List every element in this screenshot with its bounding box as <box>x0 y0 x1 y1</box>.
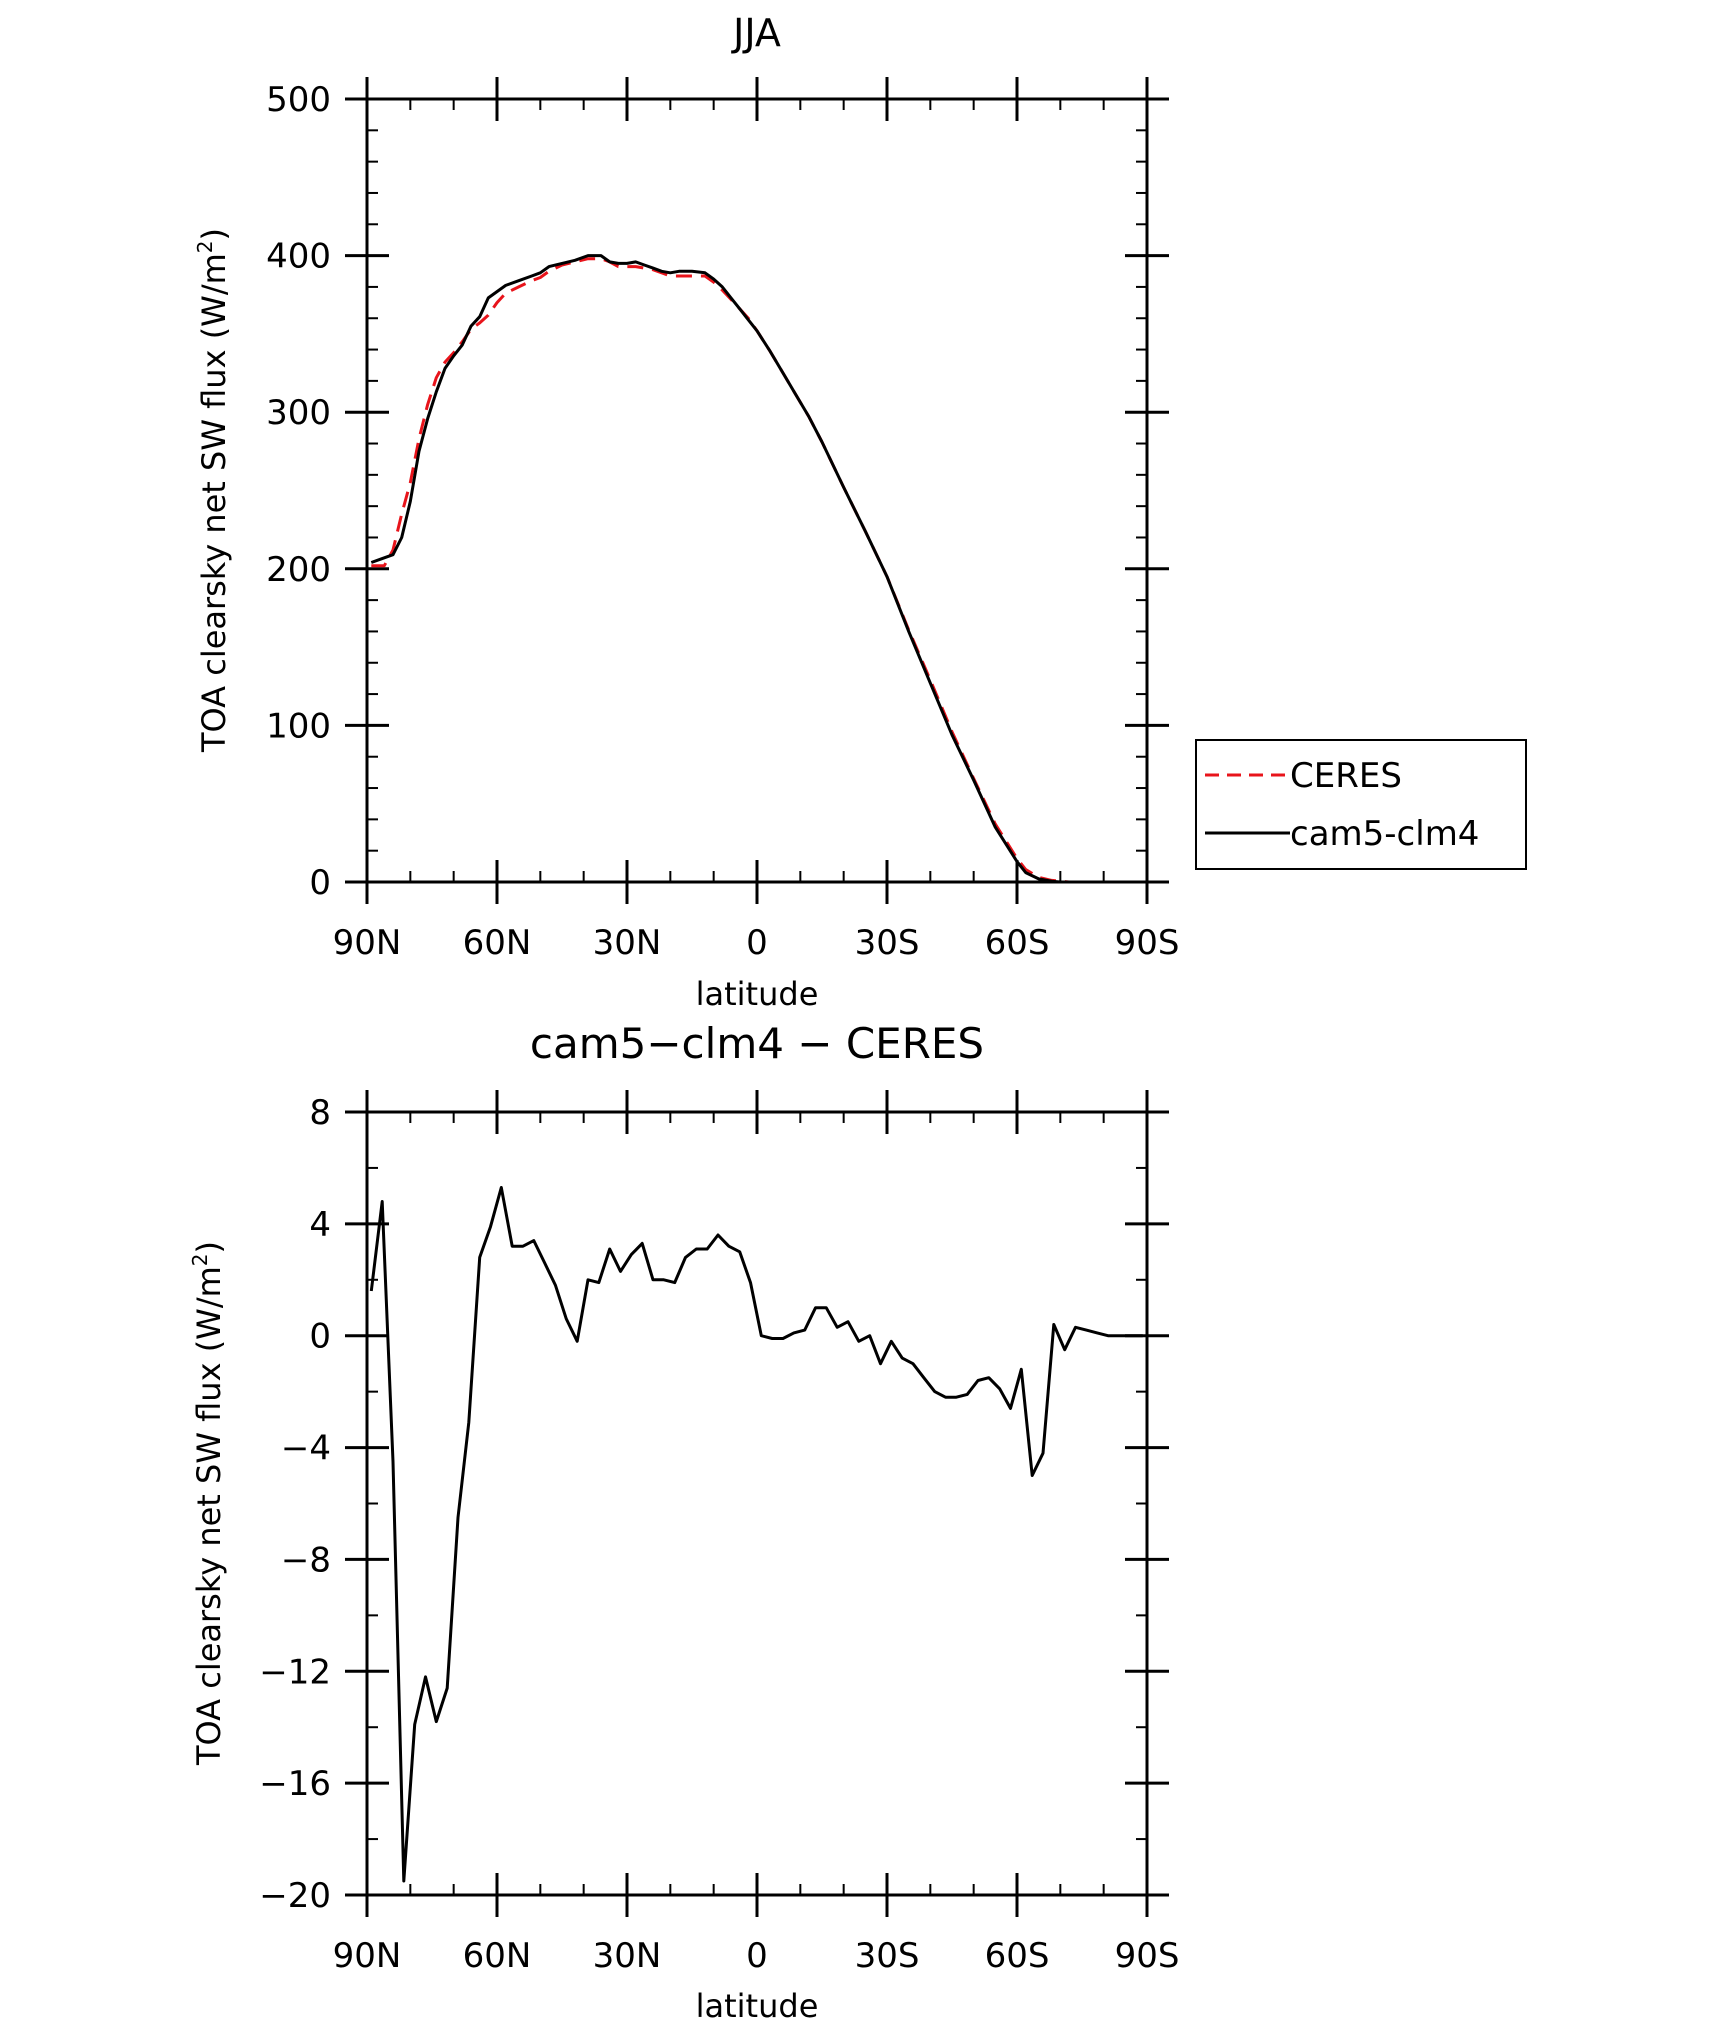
chart-1-y-tick-labels: 0 100 200 300 400 500 <box>266 80 331 903</box>
x-tick-label: 0 <box>746 1936 768 1976</box>
y-tick-label: 8 <box>309 1093 331 1133</box>
chart-1-x-tick-labels: 90N 60N 30N 0 30S 60S 90S <box>333 923 1180 963</box>
chart-2-series <box>369 1186 1143 1883</box>
y-tick-label: 100 <box>266 706 331 746</box>
chart-2-title: cam5−clm4 − CERES <box>530 1019 984 1068</box>
x-tick-label: 30S <box>855 1936 920 1976</box>
x-tick-label: 60N <box>463 1936 532 1976</box>
legend-ceres-label: CERES <box>1290 756 1402 796</box>
y-tick-label: 400 <box>266 237 331 277</box>
y-tick-label: 4 <box>309 1205 331 1245</box>
x-tick-label: 60N <box>463 923 532 963</box>
x-tick-label: 0 <box>746 923 768 963</box>
y-tick-label: 0 <box>309 863 331 903</box>
x-tick-label: 30S <box>855 923 920 963</box>
x-tick-label: 90N <box>333 923 402 963</box>
legend-box <box>1195 739 1527 870</box>
y-tick-label: 0 <box>309 1317 331 1357</box>
chart-1-series <box>370 254 1147 884</box>
chart-2-y-axis-label-sup: 2 <box>188 1253 212 1266</box>
y-tick-label: −8 <box>281 1540 331 1580</box>
chart-1-ticks <box>345 77 1169 904</box>
y-tick-label: 300 <box>266 393 331 433</box>
chart-1-y-axis-label: TOA clearsky net SW flux (W/m2) <box>193 228 233 753</box>
series-line-difference <box>369 1186 1143 1883</box>
chart-2-y-axis-label-main: TOA clearsky net SW flux (W/m <box>190 1266 228 1766</box>
legend-cam5-label: cam5-clm4 <box>1290 814 1479 854</box>
y-tick-label: −4 <box>281 1429 331 1469</box>
chart-2-y-axis-label: TOA clearsky net SW flux (W/m2) <box>188 1241 228 1766</box>
chart-2: 90N 60N 30N 0 30S 60S 90S −20 −16 −12 −8 −4 0 4 8 <box>259 1090 1179 1976</box>
chart-1-frame <box>365 97 1149 884</box>
x-tick-label: 90S <box>1115 1936 1180 1976</box>
chart-2-ticks <box>345 1090 1169 1917</box>
x-tick-label: 90N <box>333 1936 402 1976</box>
y-tick-label: −12 <box>259 1652 331 1692</box>
y-tick-label: −16 <box>259 1764 331 1804</box>
y-tick-label: −20 <box>259 1876 331 1916</box>
chart-1: 90N 60N 30N 0 30S 60S 90S 0 100 200 300 400 500 <box>266 77 1179 963</box>
chart-2-y-tick-labels: −20 −16 −12 −8 −4 0 4 8 <box>259 1093 331 1916</box>
chart-2-x-tick-labels: 90N 60N 30N 0 30S 60S 90S <box>333 1936 1180 1976</box>
series-line-cam5-clm4 <box>370 254 1147 884</box>
x-tick-label: 60S <box>985 923 1050 963</box>
series-line-ceres <box>371 257 1147 884</box>
y-tick-label: 500 <box>266 80 331 120</box>
chart-1-y-axis-label-close: ) <box>195 228 233 240</box>
chart-2-x-axis-label: latitude <box>696 1987 819 2021</box>
y-tick-label: 200 <box>266 550 331 590</box>
chart-2-y-axis-label-close: ) <box>190 1241 228 1253</box>
chart-1-x-axis-label: latitude <box>696 975 819 1013</box>
x-tick-label: 60S <box>985 1936 1050 1976</box>
chart-2-frame <box>365 1110 1149 1897</box>
chart-1-y-axis-label-sup: 2 <box>193 240 217 253</box>
x-tick-label: 30N <box>593 923 662 963</box>
legend: CERES cam5-clm4 <box>1195 739 1527 870</box>
chart-1-title: JJA <box>731 11 781 55</box>
x-tick-label: 90S <box>1115 923 1180 963</box>
x-tick-label: 30N <box>593 1936 662 1976</box>
chart-1-y-axis-label-main: TOA clearsky net SW flux (W/m <box>195 253 233 753</box>
